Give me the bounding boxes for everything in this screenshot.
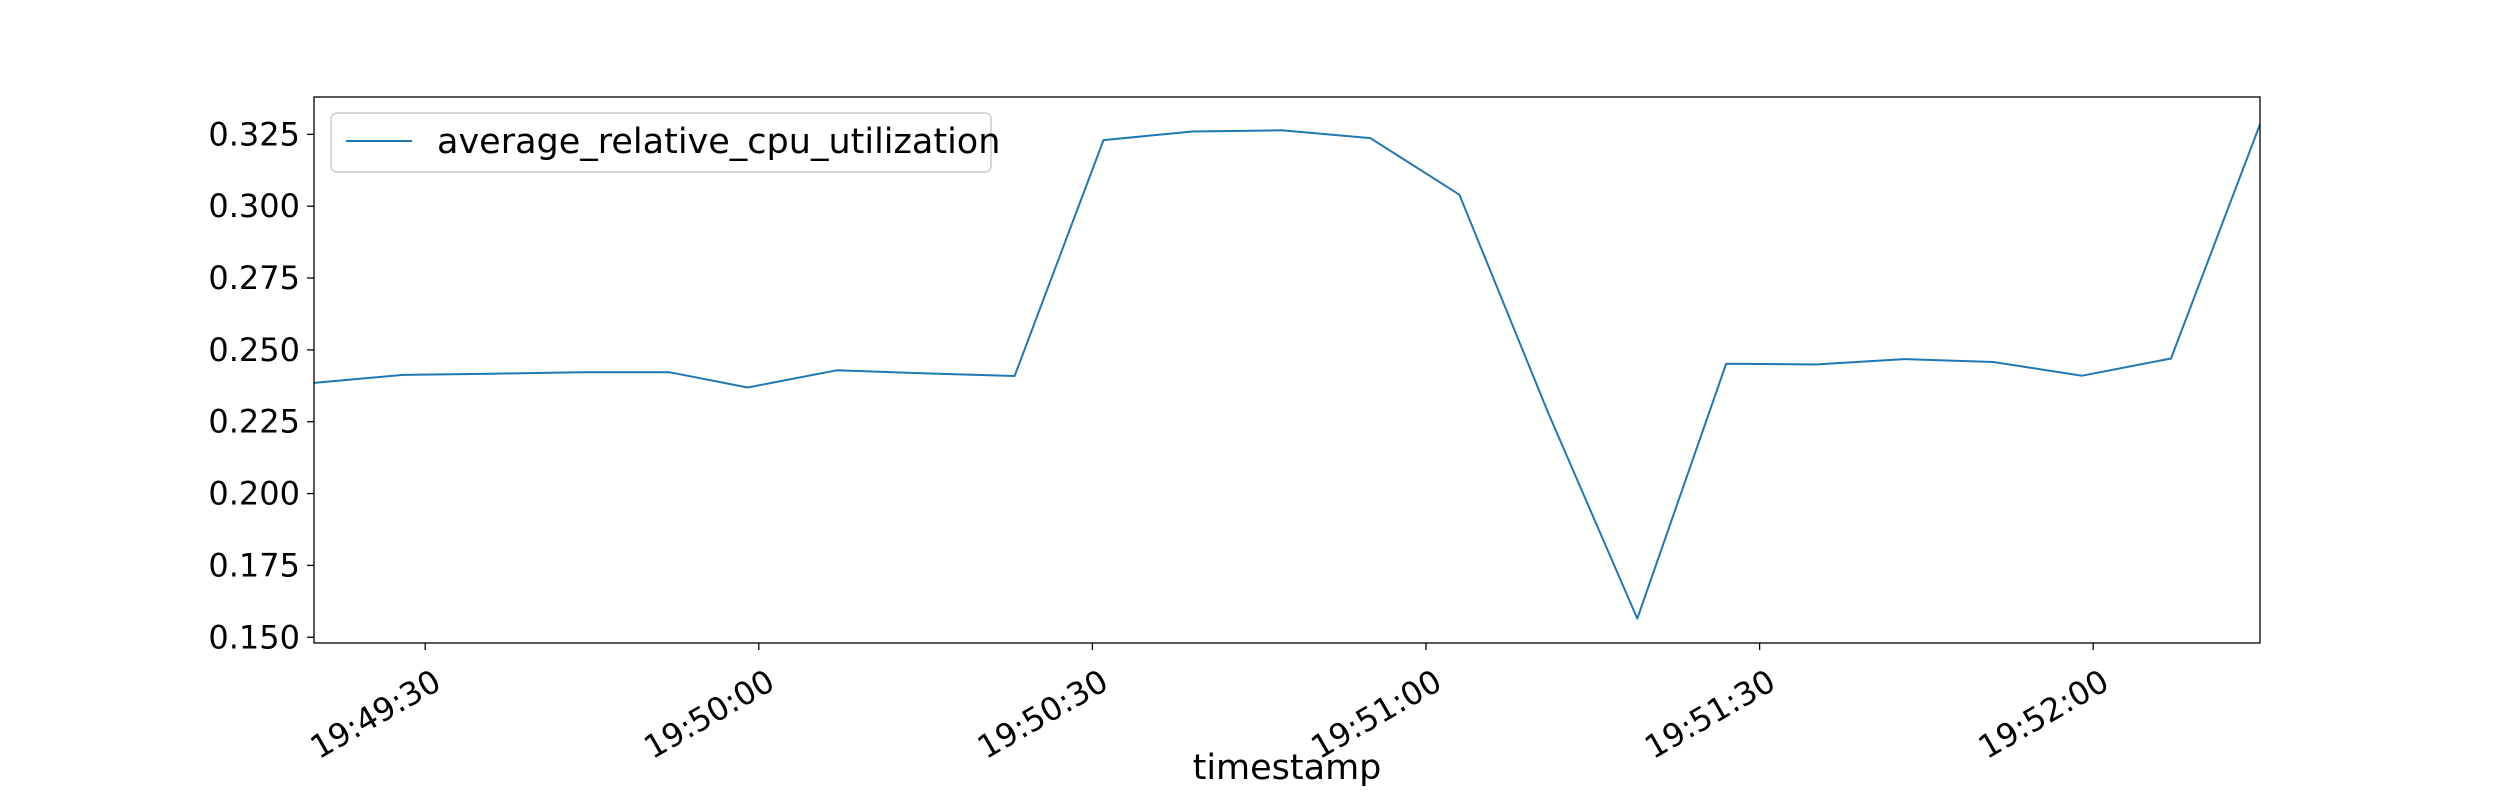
y-tick-label: 0.150 — [208, 618, 300, 656]
legend-box — [330, 112, 992, 173]
y-tick-label: 0.175 — [208, 546, 300, 584]
y-tick-label: 0.325 — [208, 115, 300, 153]
series-line-0 — [313, 123, 2261, 620]
y-tick-label: 0.225 — [208, 403, 300, 441]
plot-area — [314, 97, 2260, 643]
x-axis-label: timestamp — [1193, 748, 1382, 788]
legend: average_relative_cpu_utilization — [330, 112, 1000, 173]
y-tick-label: 0.275 — [208, 259, 300, 297]
legend-label: average_relative_cpu_utilization — [437, 122, 1000, 162]
series-layer — [313, 123, 2261, 620]
plot-frame — [313, 96, 2261, 644]
y-tick-label: 0.200 — [208, 475, 300, 513]
y-tick-label: 0.300 — [208, 187, 300, 225]
y-tick-label: 0.250 — [208, 331, 300, 369]
y-axis: 0.150 0.175 0.200 0.225 0.250 0.275 0.300 0.325 — [208, 115, 314, 656]
